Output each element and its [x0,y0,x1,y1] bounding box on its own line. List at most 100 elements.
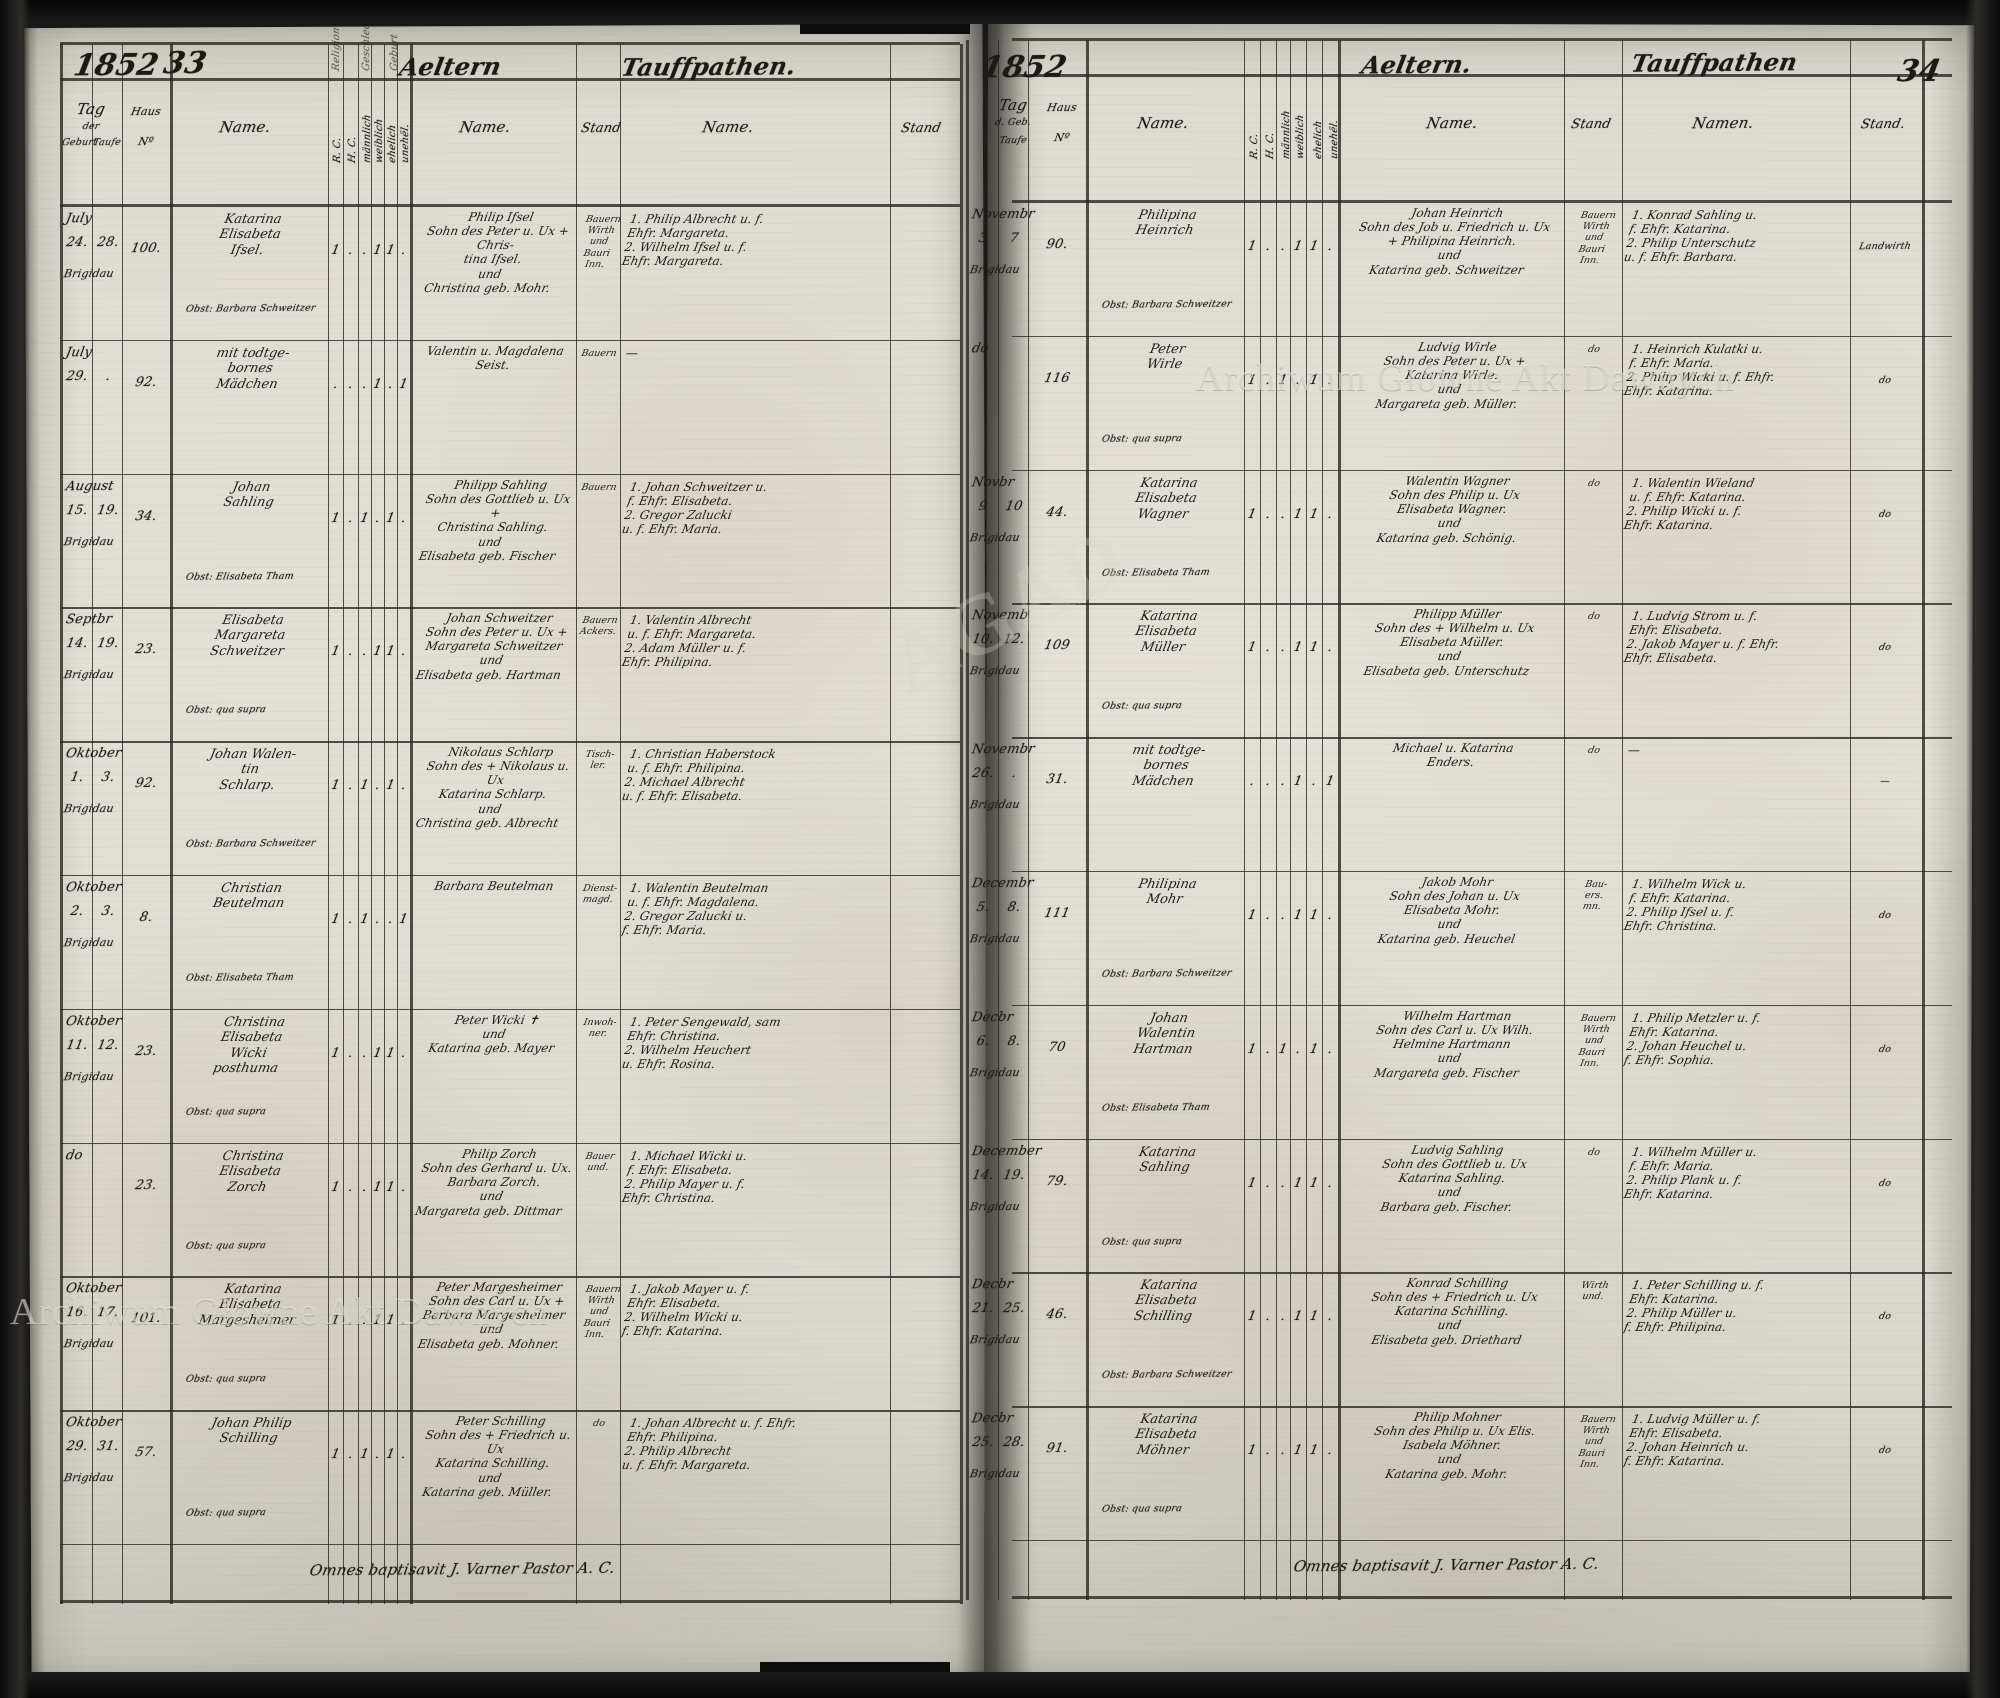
row-parents-stand-line: do [1587,611,1601,623]
row-godparents-stand: do [1877,1311,1893,1323]
row-godparents-name-line: 1. Johan Schweitzer u. [628,479,769,494]
row-child-name: Philipina Mohr [1091,877,1241,908]
row-child-name-line: Christian [219,881,284,896]
row-parents-name-line: Katarina geb. Mayer [427,1041,556,1056]
row-parents-name-line: und [478,1189,505,1204]
row-house-number: 31. [1045,772,1070,788]
row-godparents-name: 1. Heinrich Kulatki u. f. Ehfr. Maria. 2. … [1622,342,1851,399]
row-parents-name-line: Christina Sahling. [436,520,549,535]
row-parents-name-line: Philipp Sahling [453,477,549,492]
row-parents-name-line: Katarina geb. Heuchel [1376,931,1517,946]
row-parents-name-line: Johan Schweitzer [444,611,555,626]
row-child-name: Peter Wirle [1091,342,1241,373]
row-parents-name: Philip Zorch Sohn des Gerhard u. Ux. Barba… [409,1147,579,1218]
row-parents-stand-line: Ackers. [578,626,617,638]
column-rule [966,40,969,1600]
row-birth-illeg: . [399,1313,408,1329]
row-rule [1012,603,1952,605]
row-rule [60,1008,960,1011]
column-rule [170,44,173,1604]
row-godparents-name-line: 2. Wilhelm Ifsel u. f. [623,240,749,255]
row-date-baptism: 19. [1002,1167,1027,1183]
register-row[interactable]: Decbr 25. 28. Brigidau 91. Katarina Elisabeta M… [969,40,1952,1515]
row-parents-name-line: Sohn des Gottlieb u. Ux + [424,491,572,520]
row-godparents-name: — [625,346,888,360]
row-parents-name-line: Sohn des + Friedrich u. Ux [424,1428,573,1457]
column-rule [1028,40,1030,1600]
row-child-name-line: Elisabeta [1133,1293,1199,1309]
row-parents-stand: do [1567,611,1621,622]
row-rule [1012,737,1952,739]
row-godparents-name: 1. Philip Metzler u. f. Ehfr. Katarina. 2.… [1622,1011,1851,1068]
row-child-name-line: Elisabeta [1133,1427,1199,1443]
row-parents-name-line: Ludvig Sahling [1410,1142,1505,1157]
row-child-name-line: tin [239,762,261,778]
row-date-month: do [64,1147,84,1163]
row-house-number: 92. [134,776,159,792]
row-date-month: Decembr [970,875,1035,892]
row-parents-name-line: und [481,1026,507,1041]
row-house-number: 23. [134,1177,159,1193]
row-date-month: Decbr [970,1277,1015,1293]
row-parents-stand-line: Bauri [1577,1046,1607,1058]
row-parents-name: Ludvig Wirle Sohn des Peter u. Ux + Katari… [1337,340,1567,411]
row-midwife-note: Obst: Elisabeta Tham [184,570,295,583]
row-parents-stand-line: mn. [1581,901,1602,913]
row-date-baptism: 19. [96,502,121,518]
column-rule [576,44,578,1604]
row-parents-stand-line: Bauri [1577,1447,1607,1459]
row-parents-name-line: Philipp Müller [1412,607,1503,622]
row-parents-name-line: Katarina Sahling. [1397,1170,1507,1185]
row-rule [60,1276,960,1278]
row-godparents-name: 1. Jakob Mayer u. f. Ehfr. Elisabeta. 2. W… [620,1282,891,1339]
row-godparents-name-line: 2. Wilhelm Wicki u. [623,1310,745,1325]
row-child-name-line: Margareta [213,628,287,644]
row-child-name-line: Wagner [1136,506,1190,522]
column-rule [1850,40,1852,1600]
row-parents-name-line: Sohn des Gerhard u. Ux. [420,1160,574,1175]
row-house-number: 46. [1045,1307,1070,1323]
row-godparents-name-line: f. Ehfr. Maria. [620,923,708,938]
row-parents-stand-line: Wirth [586,225,616,237]
row-parents-name-line: Elisabeta geb. Driethard [1370,1333,1523,1348]
row-godparents-name-line: 1. Walentin Beutelman [628,881,770,895]
row-parents-name-line: Katarina Schilling. [434,1456,551,1471]
row-birth-illeg: . [1326,372,1334,388]
row-date-month: Novbr [970,474,1016,490]
row-date-birth: 16. [65,1305,90,1321]
row-midwife-note: Obst: Barbara Schweitzer [184,837,317,850]
row-parents-stand: do [579,1418,619,1429]
row-godparents-name-line: f. Ehfr. Katarina. [1622,1454,1727,1469]
row-godparents-name-line: f. Ehfr. Maria. [1628,355,1716,370]
row-date-birth: 10. [971,632,996,648]
column-rule [1922,40,1925,1600]
row-godparents-name-line: Ehfr. Elisabeta. [1622,651,1719,666]
row-parents-name-line: Elisabeta geb. Unterschutz [1362,664,1531,679]
row-godparents-name-line: 2. Philip Müller u. [1625,1306,1738,1321]
row-place: Brigidau [62,668,116,682]
row-child-name-line: Mohr [1145,892,1184,908]
row-date-month: July [64,211,94,227]
row-godparents-name-line: Ehfr. Katarina. [1622,518,1715,533]
row-parents-name-line: und [1436,516,1463,531]
row-child-name: Katarina Elisabeta Müller [1090,609,1243,655]
row-godparents-name: 1. Wilhelm Wick u. f. Ehfr. Katarina. 2. P… [1622,877,1851,934]
row-date-birth: 14. [65,636,90,652]
row-child-name-line: Christina [221,1148,285,1164]
row-parents-name-line: Christina geb. Albrecht [414,815,560,830]
row-child-name-line: Katarina [223,212,283,227]
row-godparents-name-line: 1. Konrad Sahling u. [1630,208,1759,222]
row-child-name-line: Sahling [1138,1159,1192,1175]
row-house-number: 100. [129,240,163,257]
row-parents-stand: Wirth und. [1566,1280,1622,1302]
row-godparents-name-line: 1. Ludvig Strom u. f. [1630,609,1759,624]
column-rule [1338,40,1341,1600]
row-godparents-name-line: 2. Adam Müller u. f. [623,641,748,656]
row-child-name-line: Elisabeta [1133,490,1199,506]
row-rule [60,1142,960,1144]
row-godparents-name: 1. Peter Schilling u. f. Ehfr. Katarina. 2… [1622,1278,1851,1335]
row-godparents-name-line: 1. Philip Metzler u. f. [1630,1010,1762,1025]
register-row[interactable]: Oktober 29. 31. Brigidau 57. Johan Philip Schi… [60,44,960,1519]
column-rule [890,44,892,1604]
